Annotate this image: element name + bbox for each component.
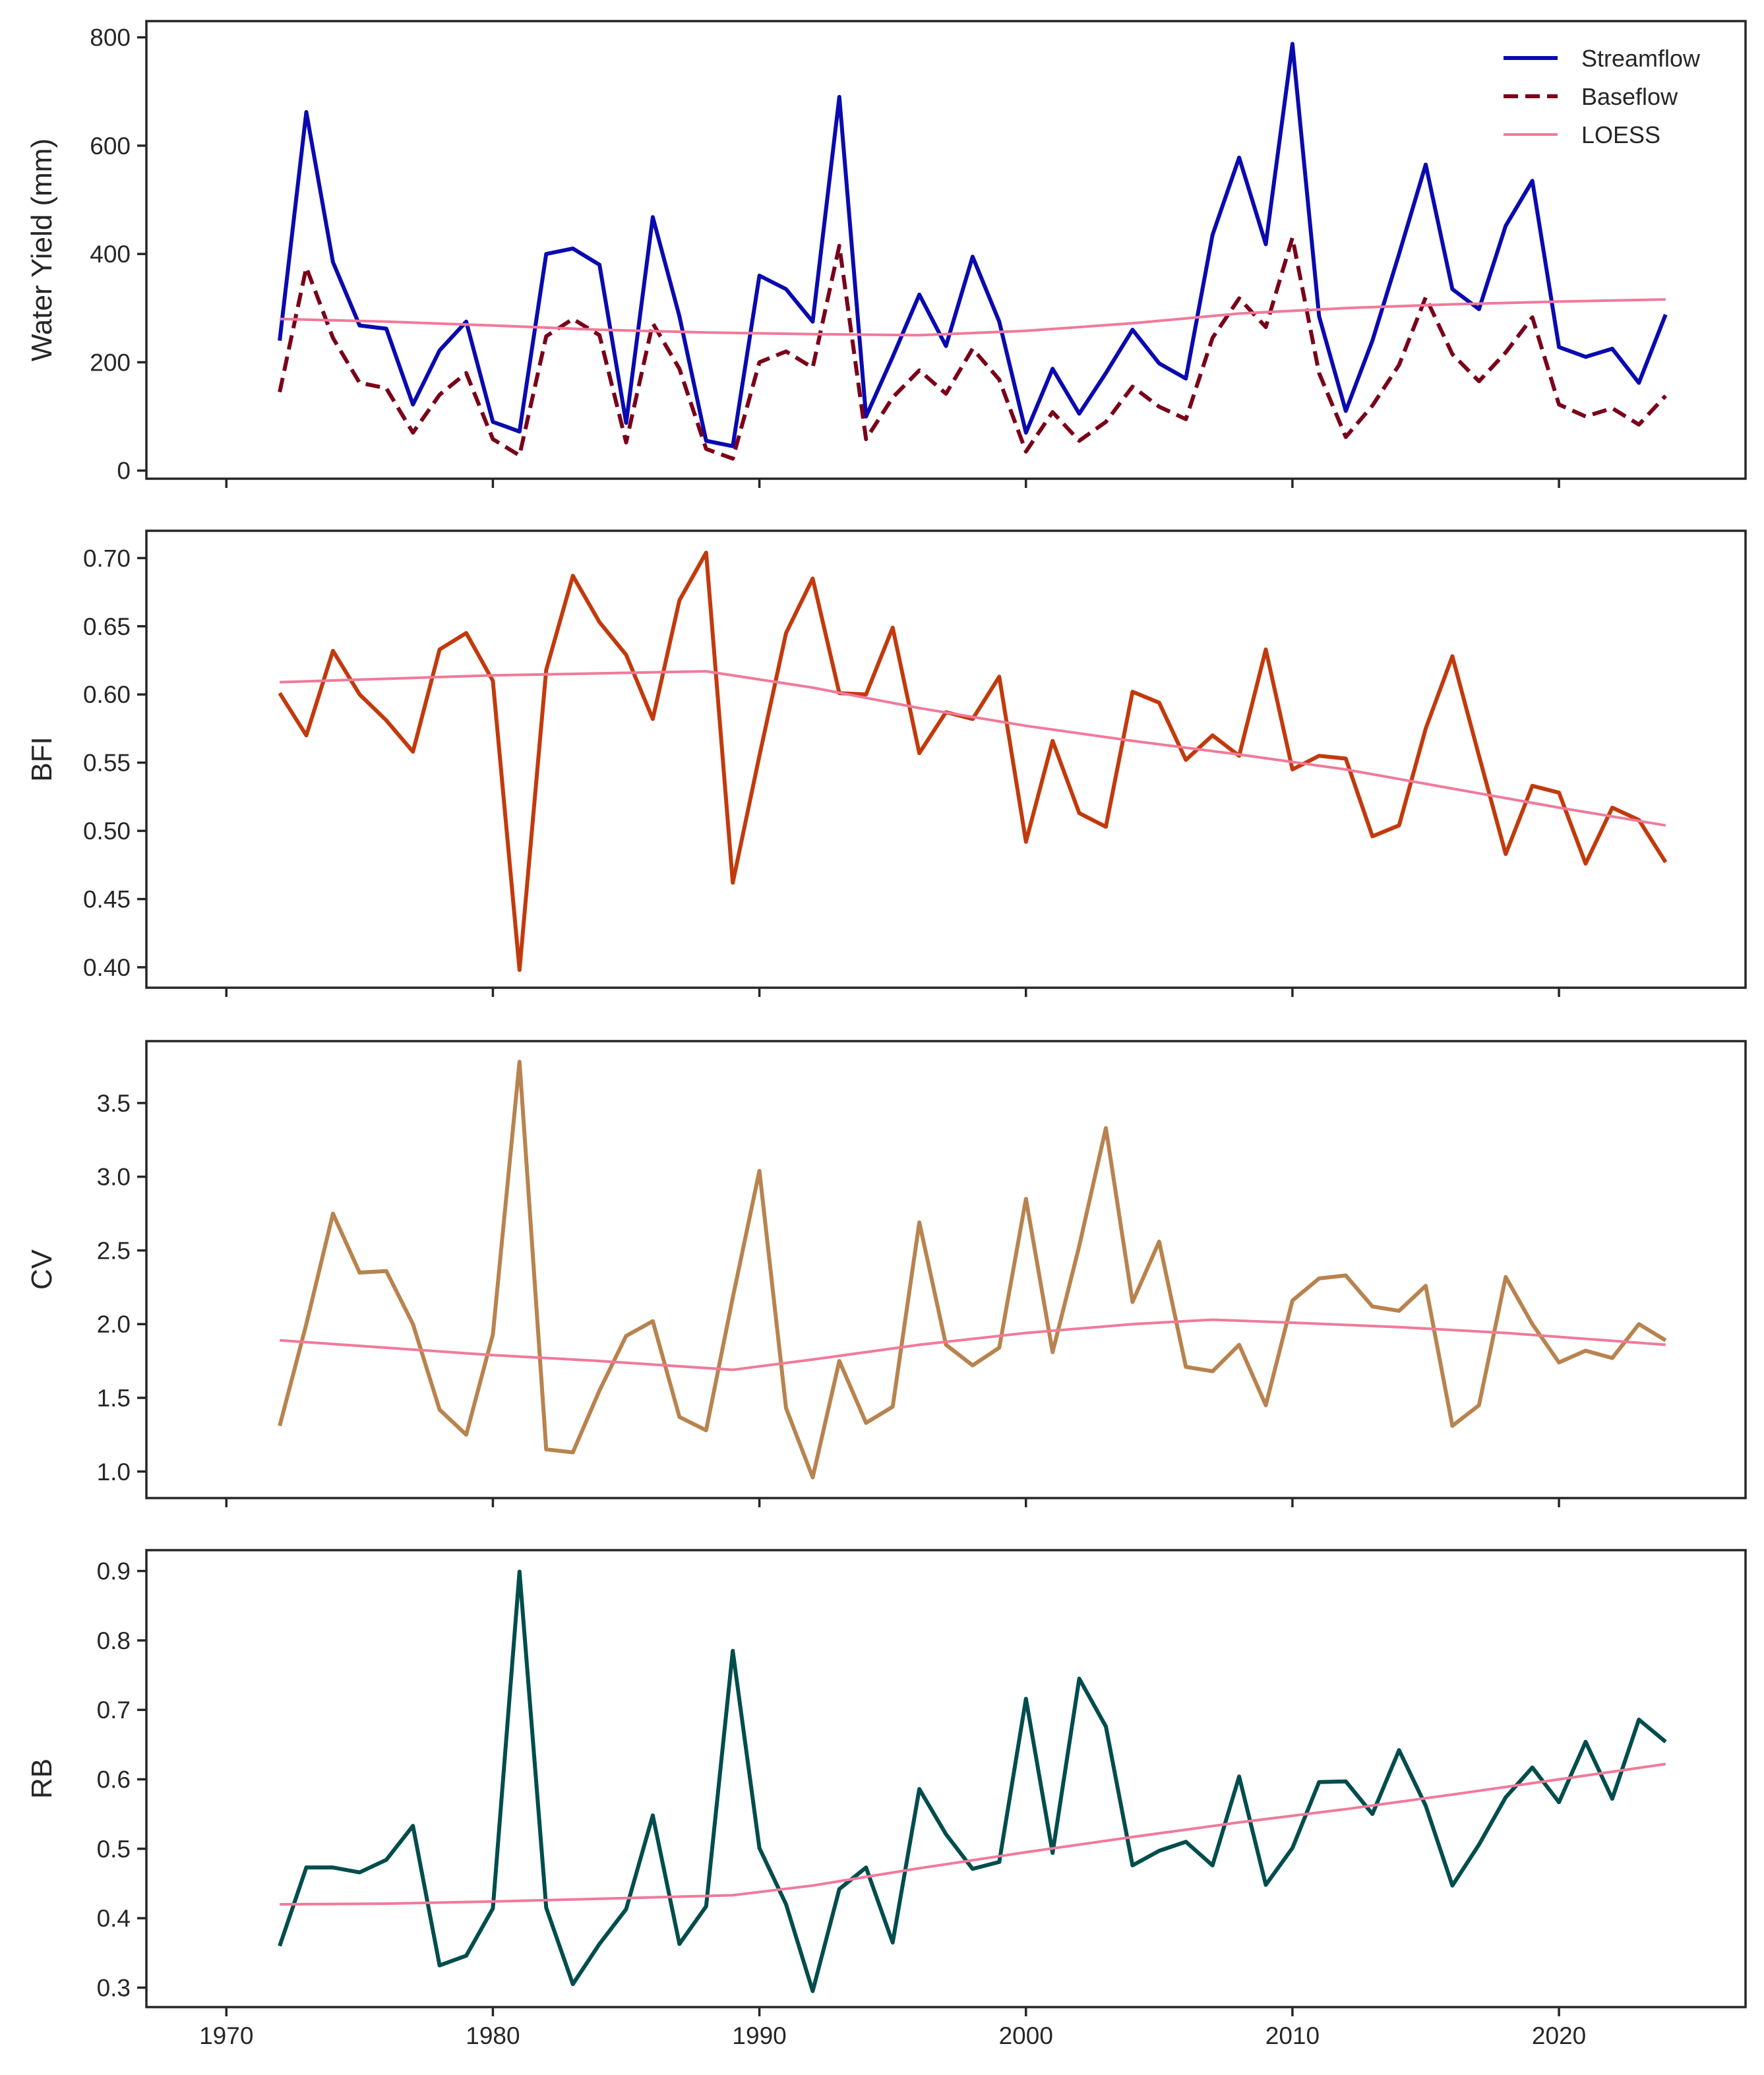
series-line-rb-loess: [280, 1762, 1666, 1906]
x-tick-label-rb: 2020: [1532, 2022, 1586, 2049]
y-tick-label-cv: 1.5: [97, 1385, 131, 1412]
axes-frame-water-yield: [145, 20, 1747, 480]
y-tick-label-rb: 0.9: [97, 1558, 131, 1585]
series-line-cv-loess: [279, 1318, 1666, 1371]
x-tick-label-rb: 2000: [999, 2022, 1053, 2049]
y-tick-label-bfi: 0.60: [83, 681, 131, 708]
y-axis-label-water-yield: Water Yield (mm): [26, 138, 58, 361]
x-tick-label-rb: 1990: [732, 2022, 786, 2049]
y-tick-label-bfi: 0.55: [83, 750, 131, 777]
y-tick-label-rb: 0.6: [97, 1766, 131, 1793]
y-tick-label-cv: 2.0: [97, 1311, 131, 1338]
series-line-water-yield-streamflow: [278, 42, 1668, 448]
series-line-bfi-bfi: [278, 551, 1668, 973]
legend-label-loess: LOESS: [1581, 121, 1660, 148]
series-line-water-yield-loess: [280, 298, 1666, 337]
series-line-water-yield-baseflow: [278, 235, 1667, 461]
y-tick-label-bfi: 0.65: [83, 613, 131, 640]
y-tick-label-rb: 0.4: [97, 1905, 131, 1932]
x-tick-label-rb: 1970: [199, 2022, 253, 2049]
y-tick-label-rb: 0.3: [97, 1975, 131, 2002]
legend-label-baseflow: Baseflow: [1581, 83, 1678, 110]
y-tick-label-cv: 1.0: [97, 1459, 131, 1486]
y-tick-label-water-yield: 800: [90, 24, 131, 51]
axes-frame-cv: [145, 1040, 1747, 1499]
panel-bfi: 0.40 0.45 0.50 0.55 0.60 0.65 0.70 BFI: [26, 529, 1747, 997]
axes-frame-bfi: [145, 529, 1747, 989]
x-tick-label-rb: 2010: [1265, 2022, 1320, 2049]
panel-cv: 1.0 1.5 2.0 2.5 3.0 3.5 CV: [26, 1040, 1747, 1507]
y-tick-label-cv: 2.5: [97, 1237, 131, 1264]
x-tick-label-rb: 1980: [466, 2022, 520, 2049]
legend: Streamflow Baseflow LOESS: [1504, 45, 1701, 148]
series-line-cv-cv: [278, 1060, 1667, 1480]
y-tick-label-bfi: 0.40: [83, 954, 131, 981]
panel-rb: 0.3 0.4 0.5 0.6 0.7 0.8 0.9 1970 1980 1990 2000 201…: [26, 1549, 1747, 2049]
y-tick-label-cv: 3.0: [97, 1164, 131, 1191]
y-tick-label-bfi: 0.45: [83, 886, 131, 913]
y-tick-label-rb: 0.7: [97, 1697, 131, 1724]
y-tick-label-water-yield: 400: [90, 241, 131, 268]
y-axis-label-cv: CV: [26, 1249, 58, 1290]
y-axis-label-rb: RB: [26, 1759, 58, 1799]
y-tick-label-water-yield: 200: [90, 349, 131, 376]
y-tick-label-bfi: 0.70: [83, 545, 131, 572]
y-tick-label-rb: 0.8: [97, 1627, 131, 1654]
y-tick-label-bfi: 0.50: [83, 818, 131, 845]
y-tick-label-water-yield: 0: [117, 458, 131, 485]
series-line-bfi-loess: [280, 670, 1666, 827]
panel-water-yield: 0 200 400 600 800 Water Yield (mm) Streamflow B…: [26, 20, 1747, 488]
y-axis-label-bfi: BFI: [26, 737, 58, 781]
y-tick-label-cv: 3.5: [97, 1090, 131, 1117]
axes-frame-rb: [145, 1549, 1747, 2008]
legend-label-streamflow: Streamflow: [1581, 45, 1701, 72]
series-line-rb-rb: [278, 1569, 1667, 1993]
y-tick-label-rb: 0.5: [97, 1836, 131, 1863]
y-tick-label-water-yield: 600: [90, 133, 131, 160]
